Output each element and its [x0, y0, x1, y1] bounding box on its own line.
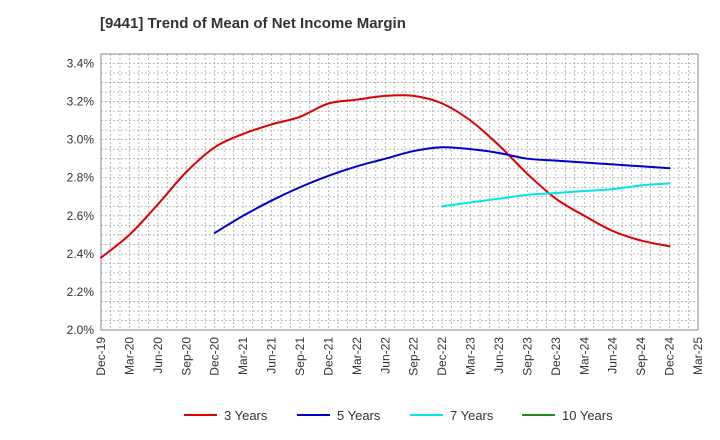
x-tick-label: Dec-22: [435, 337, 449, 376]
y-tick-label: 3.2%: [67, 95, 95, 109]
x-tick-label: Mar-23: [464, 337, 478, 375]
x-tick-label: Jun-20: [151, 337, 165, 374]
grid-lines: [101, 54, 698, 330]
series-lines: [100, 94, 671, 259]
x-tick-label: Mar-24: [577, 337, 591, 375]
y-tick-label: 2.8%: [67, 171, 95, 185]
x-tick-label: Dec-23: [549, 337, 563, 376]
legend-label: 5 Years: [337, 408, 381, 423]
x-tick-label: Sep-24: [634, 337, 648, 376]
y-tick-label: 2.0%: [67, 323, 95, 337]
legend-label: 10 Years: [562, 408, 613, 423]
x-tick-label: Dec-19: [94, 337, 108, 376]
y-tick-label: 2.4%: [67, 247, 95, 261]
legend: 3 Years 5 Years 7 Years 10 Years: [184, 408, 613, 423]
series-line-0: [100, 94, 671, 259]
series-line-2: [441, 182, 671, 208]
y-axis-ticks: 2.0% 2.2% 2.4% 2.6% 2.8% 3.0% 3.2% 3.4%: [67, 57, 95, 337]
x-tick-label: Mar-25: [691, 337, 705, 375]
x-axis-ticks: Dec-19 Mar-20 Jun-20 Sep-20 Dec-20 Mar-21 Jun-…: [94, 337, 705, 376]
legend-label: 7 Years: [450, 408, 494, 423]
x-tick-label: Sep-23: [520, 337, 534, 376]
x-tick-label: Sep-20: [179, 337, 193, 376]
x-tick-label: Mar-20: [122, 337, 136, 375]
x-tick-label: Jun-21: [265, 337, 279, 374]
x-tick-label: Jun-23: [492, 337, 506, 374]
x-tick-label: Dec-24: [663, 337, 677, 376]
chart-title: [9441] Trend of Mean of Net Income Margi…: [100, 15, 406, 32]
x-tick-label: Mar-21: [236, 337, 250, 375]
y-tick-label: 2.2%: [67, 285, 95, 299]
y-tick-label: 3.0%: [67, 133, 95, 147]
y-tick-label: 3.4%: [67, 57, 95, 71]
series-line-1: [213, 146, 671, 234]
legend-label: 3 Years: [224, 408, 268, 423]
y-tick-label: 2.6%: [67, 209, 95, 223]
x-tick-label: Dec-21: [321, 337, 335, 376]
x-tick-label: Sep-22: [407, 337, 421, 376]
x-tick-label: Jun-24: [606, 337, 620, 374]
x-tick-label: Jun-22: [378, 337, 392, 374]
x-tick-label: Mar-22: [350, 337, 364, 375]
x-tick-label: Sep-21: [293, 337, 307, 376]
plot-area: [100, 53, 699, 331]
x-tick-label: Dec-20: [208, 337, 222, 376]
